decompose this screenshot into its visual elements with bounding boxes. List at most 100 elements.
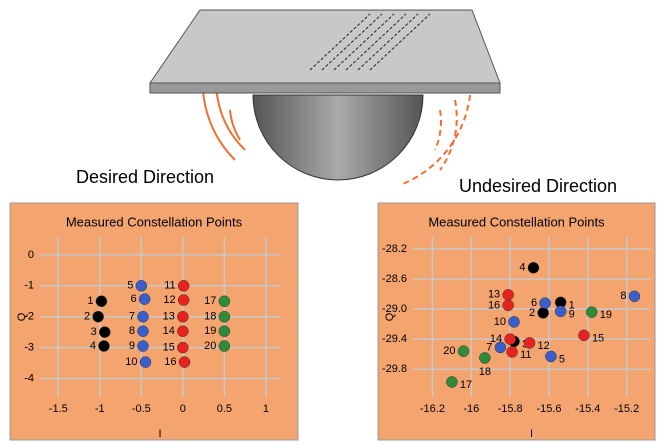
x-axis-label: I (530, 428, 533, 440)
point (218, 325, 231, 337)
point (502, 289, 514, 301)
point (494, 341, 507, 354)
point-label: 11 (164, 280, 175, 292)
x-tick-label: 0.5 (217, 403, 232, 415)
point-label: 1 (87, 295, 93, 307)
point (99, 326, 111, 338)
y-tick-label: -29.0 (382, 303, 407, 315)
point-label: 18 (204, 311, 216, 323)
point (137, 325, 149, 337)
point-label: 10 (125, 356, 137, 368)
x-tick-label: -15.4 (575, 403, 600, 415)
point-label: 12 (538, 340, 550, 352)
point (539, 297, 551, 309)
point-label: 4 (519, 262, 525, 274)
point-label: 2 (529, 307, 535, 319)
point-label: 10 (494, 316, 506, 328)
point-label: 14 (163, 325, 175, 337)
point-label: 20 (204, 340, 216, 352)
x-tick-label: -16 (463, 403, 479, 415)
y-tick-label: -28.6 (382, 273, 407, 285)
x-tick-label: 0 (180, 403, 186, 415)
point-label: 20 (443, 345, 455, 357)
point (545, 350, 557, 363)
point-label: 15 (163, 341, 175, 353)
point (92, 310, 104, 323)
point-label: 16 (488, 299, 500, 311)
y-tick-label: -29.4 (382, 333, 407, 345)
point (527, 262, 540, 274)
point-label: 17 (460, 379, 472, 391)
point-label: 16 (164, 356, 176, 368)
point-label: 18 (479, 366, 491, 378)
point-label: 8 (620, 290, 626, 302)
point (504, 333, 516, 345)
x-tick-label: -1 (95, 403, 105, 415)
point (177, 325, 189, 337)
x-tick-label: -15.2 (614, 403, 639, 415)
point-label: 7 (486, 341, 492, 353)
point (578, 329, 590, 342)
point-label: 9 (569, 308, 575, 320)
y-tick-label: -3 (24, 341, 34, 353)
x-tick-label: -16.2 (420, 403, 445, 415)
point-label: 15 (592, 332, 604, 344)
y-tick-label: -2 (24, 311, 34, 323)
y-tick-label: -1 (24, 280, 34, 292)
x-tick-label: 1 (263, 403, 269, 415)
point-label: 6 (131, 293, 137, 305)
point-label: 5 (127, 280, 133, 292)
point (554, 305, 567, 318)
point-label: 6 (531, 297, 537, 309)
point (177, 310, 189, 323)
point (95, 295, 108, 307)
y-tick-label: -29.8 (382, 363, 407, 375)
x-axis-label: I (158, 428, 161, 440)
point-label: 19 (600, 309, 612, 321)
point (446, 376, 458, 388)
point (177, 341, 189, 354)
point (98, 340, 110, 352)
point (479, 352, 491, 364)
y-tick-label: -4 (24, 372, 34, 384)
chart-title: Measured Constellation Points (428, 214, 605, 229)
point-label: 19 (204, 325, 216, 337)
point-label: 8 (129, 325, 135, 337)
x-tick-label: -15.6 (536, 403, 561, 415)
point-label: 1 (569, 299, 575, 311)
point-label: 5 (559, 353, 565, 365)
x-tick-label: -1.5 (49, 403, 68, 415)
x-tick-label: -15.8 (498, 403, 523, 415)
point-label: 2 (84, 311, 90, 323)
point (135, 280, 148, 292)
point-label: 17 (204, 295, 216, 307)
point (218, 295, 231, 307)
direction-label: Undesired Direction (459, 176, 617, 196)
point-label: 7 (129, 311, 135, 323)
point (137, 310, 149, 323)
point (137, 340, 149, 352)
point (585, 306, 598, 318)
point-label: 3 (91, 326, 97, 338)
point (218, 340, 231, 352)
y-axis-label: Q (384, 312, 396, 321)
y-tick-label: -28.2 (382, 243, 407, 255)
x-tick-label: -0.5 (132, 403, 151, 415)
point-label: 11 (520, 349, 531, 361)
point (508, 316, 520, 328)
point (139, 356, 152, 368)
point (218, 310, 231, 323)
point-label: 9 (129, 340, 135, 352)
direction-label: Desired Direction (76, 167, 214, 187)
point (457, 345, 470, 357)
point (138, 293, 151, 305)
point-label: 12 (163, 294, 175, 306)
point-label: 4 (90, 340, 96, 352)
y-tick-label: 0 (28, 249, 34, 261)
y-axis-label: Q (16, 312, 28, 321)
point (178, 356, 191, 368)
point (628, 290, 641, 303)
point (502, 299, 514, 312)
point (506, 346, 518, 358)
